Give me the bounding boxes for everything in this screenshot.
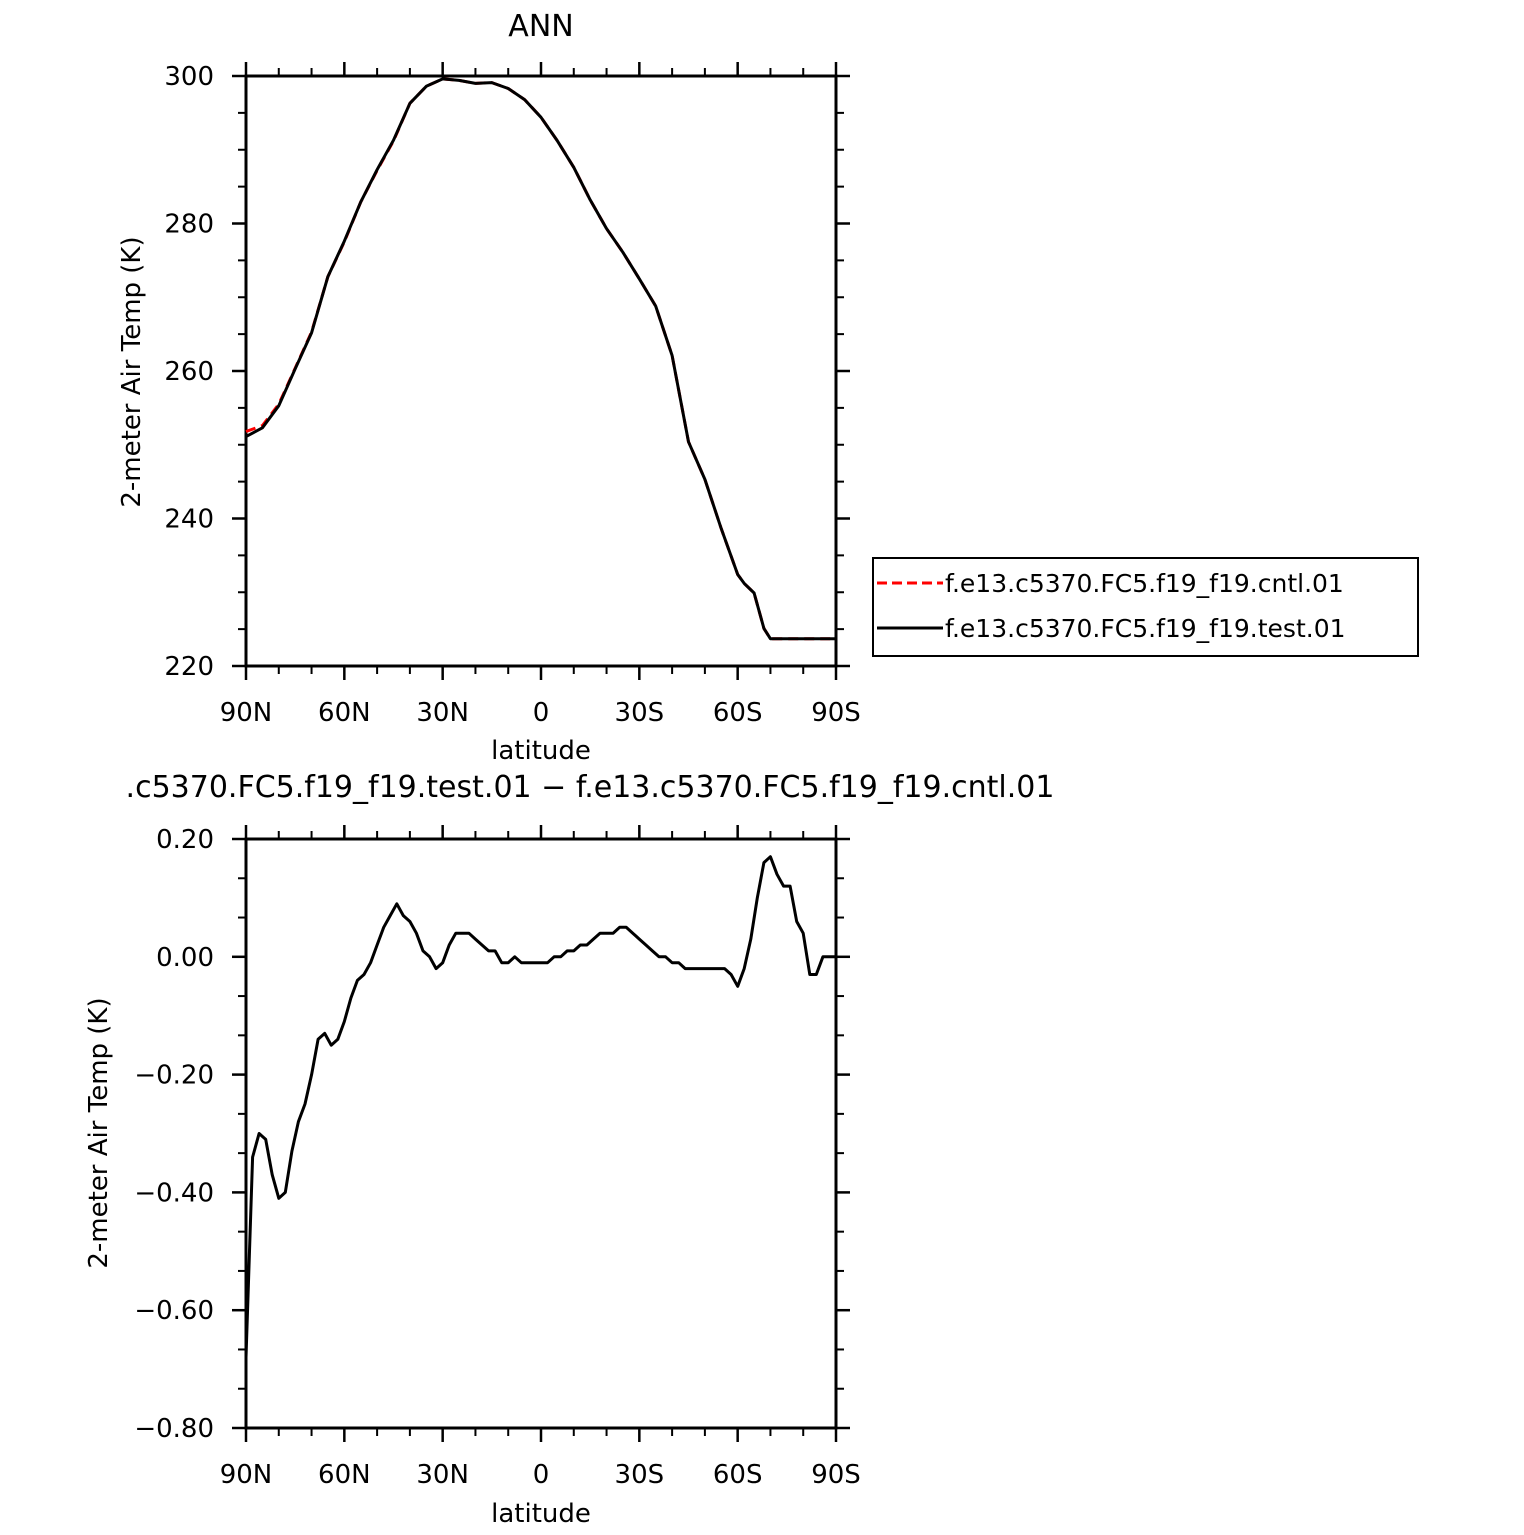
x-tick-label: 60S — [713, 698, 763, 728]
x-tick-label: 30N — [416, 1460, 469, 1490]
x-tick-label: 60S — [713, 1460, 763, 1490]
y-tick-label: −0.60 — [134, 1296, 214, 1326]
y-axis-label: 2-meter Air Temp (K) — [84, 997, 114, 1268]
x-tick-label: 90S — [811, 1460, 861, 1490]
x-tick-label: 60N — [318, 698, 371, 728]
x-tick-label: 0 — [533, 698, 550, 728]
x-tick-label: 30N — [416, 698, 469, 728]
plot-area: 90N 60N 30N 0 30S 60S 90S 300 280 260 240 220 — [164, 62, 861, 728]
y-tick-label: 300 — [164, 62, 214, 92]
x-tick-label: 60N — [318, 1460, 371, 1490]
x-tick-label: 90N — [220, 698, 273, 728]
x-tick-label: 30S — [615, 1460, 665, 1490]
chart-panel-top: ANN latitude 2-meter Air Temp (K) 90N 60N… — [117, 9, 1419, 766]
series-line-0 — [244, 855, 836, 1358]
x-axis-label: latitude — [491, 1499, 591, 1529]
legend-entry-test: f.e13.c5370.FC5.f19_f19.test.01 — [945, 614, 1346, 643]
x-tick-label: 30S — [615, 698, 665, 728]
plot-area: 90N 60N 30N 0 30S 60S 90S 0.20 0.00 −0.20 −0.40 −0.… — [134, 825, 861, 1490]
y-tick-label: 280 — [164, 210, 214, 240]
x-tick-label: 0 — [533, 1460, 550, 1490]
series-line-0 — [245, 77, 836, 641]
legend: f.e13.c5370.FC5.f19_f19.cntl.01 f.e13.c5… — [872, 557, 1419, 657]
legend-box — [872, 557, 1419, 657]
y-tick-label: 240 — [164, 505, 214, 535]
y-axis-label: 2-meter Air Temp (K) — [117, 236, 147, 507]
series-line-1 — [245, 77, 836, 641]
y-tick-label: −0.20 — [134, 1061, 214, 1091]
y-tick-label: 0.00 — [156, 943, 214, 973]
x-tick-label: 90S — [811, 698, 861, 728]
chart-panel-bottom: .c5370.FC5.f19_f19.test.01 − f.e13.c5370… — [84, 770, 1054, 1529]
y-tick-label: 0.20 — [156, 825, 214, 855]
y-tick-label: −0.40 — [134, 1178, 214, 1208]
x-axis-label: latitude — [491, 736, 591, 766]
chart-title: ANN — [508, 9, 573, 44]
chart-title: .c5370.FC5.f19_f19.test.01 − f.e13.c5370… — [126, 770, 1055, 805]
plot-frame — [244, 837, 838, 1430]
y-tick-label: −0.80 — [134, 1414, 214, 1444]
x-tick-label: 90N — [220, 1460, 273, 1490]
plot-frame — [244, 74, 838, 668]
legend-entry-cntl: f.e13.c5370.FC5.f19_f19.cntl.01 — [945, 569, 1344, 598]
y-tick-label: 260 — [164, 357, 214, 387]
y-tick-label: 220 — [164, 652, 214, 682]
